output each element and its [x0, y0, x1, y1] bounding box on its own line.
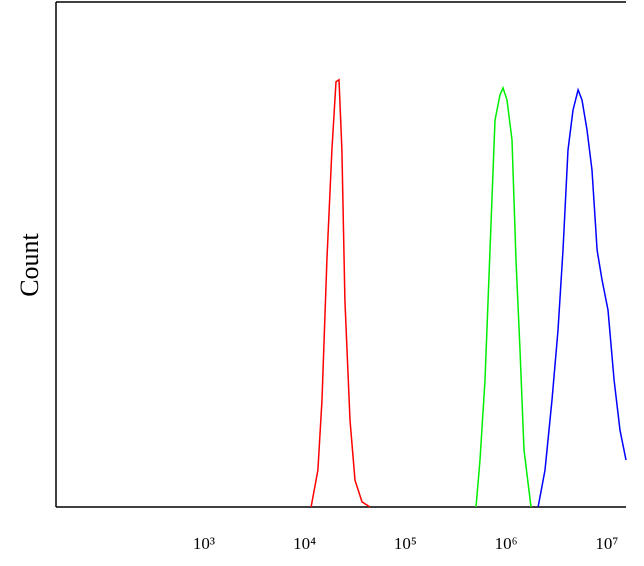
x-tick-label: 10³	[193, 534, 215, 553]
x-tick-label: 10⁵	[394, 534, 417, 553]
histogram-line	[475, 85, 532, 508]
x-tick-label: 10⁴	[293, 534, 316, 553]
histogram-line	[310, 78, 371, 508]
histogram-line	[537, 87, 627, 508]
y-axis-label: Count	[15, 232, 44, 296]
x-tick-label: 10⁷	[595, 534, 618, 553]
x-tick-label: 10⁶	[495, 534, 518, 553]
